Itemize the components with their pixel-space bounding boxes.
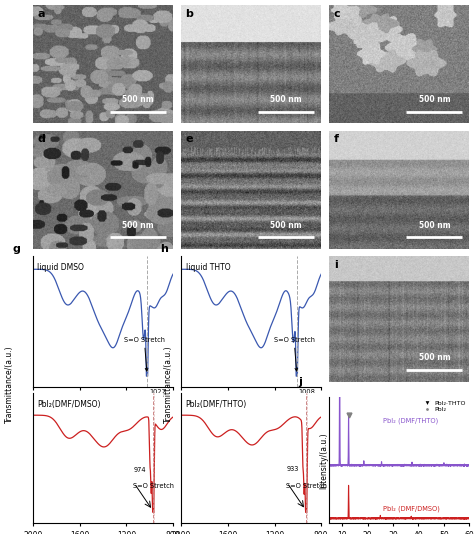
Text: 500 nm: 500 nm: [270, 221, 302, 230]
Text: Transmittance/(a.u.): Transmittance/(a.u.): [164, 345, 173, 423]
Legend: PbI₂·THTO, PbI₂: PbI₂·THTO, PbI₂: [421, 400, 466, 412]
Text: 500 nm: 500 nm: [419, 96, 450, 105]
Y-axis label: Intensity/(a.u.): Intensity/(a.u.): [319, 432, 328, 489]
Text: PbI₂ (DMF/THTO): PbI₂ (DMF/THTO): [383, 418, 438, 424]
Text: 500 nm: 500 nm: [270, 96, 302, 105]
Text: f: f: [334, 135, 339, 144]
Text: i: i: [334, 260, 337, 270]
Text: PbI₂(DMF/DMSO): PbI₂(DMF/DMSO): [37, 399, 101, 409]
Text: a: a: [37, 9, 45, 19]
Text: liquid THTO: liquid THTO: [185, 263, 230, 272]
Text: 974: 974: [134, 467, 146, 473]
Text: g: g: [12, 244, 20, 254]
Text: S=O Stretch: S=O Stretch: [273, 336, 315, 371]
Text: 500 nm: 500 nm: [419, 353, 450, 362]
Text: h: h: [160, 244, 168, 254]
Text: 500 nm: 500 nm: [122, 96, 154, 105]
Text: S=O Stretch: S=O Stretch: [134, 483, 174, 489]
Text: liquid DMSO: liquid DMSO: [37, 263, 84, 272]
Text: Transmittance/(a.u.): Transmittance/(a.u.): [5, 345, 14, 423]
Text: d: d: [37, 135, 45, 144]
Text: 1008: 1008: [299, 389, 316, 395]
Text: e: e: [185, 135, 193, 144]
Text: j: j: [299, 377, 302, 387]
Text: PbI₂ (DMF/DMSO): PbI₂ (DMF/DMSO): [383, 506, 439, 512]
Text: 1022: 1022: [149, 389, 166, 395]
Text: S=O Stretch: S=O Stretch: [286, 483, 328, 489]
Text: 500 nm: 500 nm: [419, 221, 450, 230]
Text: PbI₂(DMF/THTO): PbI₂(DMF/THTO): [185, 399, 247, 409]
Text: b: b: [185, 9, 193, 19]
Text: c: c: [334, 9, 340, 19]
Text: 500 nm: 500 nm: [122, 221, 154, 230]
Text: 933: 933: [286, 466, 299, 472]
Text: S=O Stretch: S=O Stretch: [124, 336, 165, 371]
